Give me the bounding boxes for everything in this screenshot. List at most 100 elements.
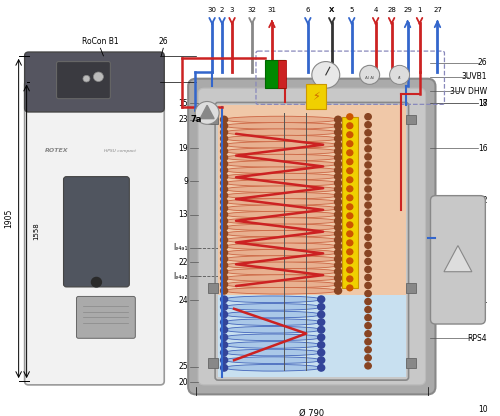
Text: 5: 5 xyxy=(350,7,354,13)
Circle shape xyxy=(220,135,228,142)
Circle shape xyxy=(220,154,228,161)
FancyBboxPatch shape xyxy=(56,62,110,99)
Ellipse shape xyxy=(224,243,338,250)
Circle shape xyxy=(365,314,372,321)
Text: 13: 13 xyxy=(178,210,188,219)
Circle shape xyxy=(334,281,342,288)
Circle shape xyxy=(365,202,372,208)
Ellipse shape xyxy=(224,148,338,155)
Circle shape xyxy=(220,364,228,371)
Circle shape xyxy=(220,287,228,294)
Circle shape xyxy=(334,135,342,142)
Circle shape xyxy=(220,281,228,288)
Circle shape xyxy=(220,311,228,318)
Text: RoCon B1: RoCon B1 xyxy=(82,37,118,46)
Text: 25: 25 xyxy=(178,362,188,371)
Bar xyxy=(208,115,218,124)
Text: 31: 31 xyxy=(268,7,276,13)
Circle shape xyxy=(334,243,342,250)
Bar xyxy=(406,115,415,124)
Circle shape xyxy=(318,342,324,348)
Ellipse shape xyxy=(224,349,321,356)
Circle shape xyxy=(318,357,324,364)
Ellipse shape xyxy=(224,342,321,348)
Text: AI AI: AI AI xyxy=(365,76,374,80)
Text: 12: 12 xyxy=(478,196,488,205)
Ellipse shape xyxy=(224,364,321,371)
Circle shape xyxy=(365,146,372,152)
Ellipse shape xyxy=(224,275,338,281)
Circle shape xyxy=(347,213,353,219)
Text: 24: 24 xyxy=(178,296,188,305)
Circle shape xyxy=(220,173,228,180)
Text: 26: 26 xyxy=(478,58,488,67)
Ellipse shape xyxy=(224,123,338,129)
Text: 6: 6 xyxy=(306,7,310,13)
Circle shape xyxy=(334,249,342,256)
Text: 1: 1 xyxy=(418,7,422,13)
Ellipse shape xyxy=(224,357,321,364)
Polygon shape xyxy=(200,105,214,119)
Circle shape xyxy=(195,102,219,124)
Bar xyxy=(208,358,218,368)
Circle shape xyxy=(94,72,104,82)
Circle shape xyxy=(334,161,342,167)
Circle shape xyxy=(334,224,342,230)
Circle shape xyxy=(365,250,372,256)
Bar xyxy=(342,117,358,288)
Text: ⚡: ⚡ xyxy=(312,92,320,102)
Text: 3UVB1: 3UVB1 xyxy=(462,72,487,81)
Ellipse shape xyxy=(224,230,338,237)
Circle shape xyxy=(347,141,353,146)
Circle shape xyxy=(365,242,372,248)
Circle shape xyxy=(365,266,372,272)
Circle shape xyxy=(334,173,342,180)
FancyBboxPatch shape xyxy=(64,177,130,287)
Circle shape xyxy=(347,168,353,173)
Circle shape xyxy=(347,276,353,282)
Circle shape xyxy=(318,364,324,371)
Circle shape xyxy=(334,148,342,155)
Text: AI: AI xyxy=(398,76,402,80)
Circle shape xyxy=(220,334,228,341)
Circle shape xyxy=(220,167,228,173)
Ellipse shape xyxy=(224,256,338,262)
Ellipse shape xyxy=(224,237,338,243)
Text: 30: 30 xyxy=(208,7,216,13)
Circle shape xyxy=(220,256,228,262)
Circle shape xyxy=(365,162,372,168)
Circle shape xyxy=(347,249,353,255)
Ellipse shape xyxy=(224,218,338,224)
Ellipse shape xyxy=(224,141,338,148)
Ellipse shape xyxy=(224,304,321,310)
Circle shape xyxy=(318,349,324,356)
Ellipse shape xyxy=(360,65,380,84)
Circle shape xyxy=(318,319,324,325)
Circle shape xyxy=(347,258,353,264)
Text: 2: 2 xyxy=(220,7,224,13)
Ellipse shape xyxy=(224,296,321,302)
Bar xyxy=(406,358,415,368)
Ellipse shape xyxy=(224,268,338,275)
Circle shape xyxy=(365,355,372,361)
Circle shape xyxy=(334,275,342,281)
Text: 1558: 1558 xyxy=(34,222,40,240)
Circle shape xyxy=(347,114,353,119)
Circle shape xyxy=(365,218,372,224)
Text: 19: 19 xyxy=(178,144,188,153)
Text: 7a: 7a xyxy=(190,115,202,124)
Text: 1905: 1905 xyxy=(4,209,13,228)
Circle shape xyxy=(220,205,228,212)
Circle shape xyxy=(334,180,342,186)
Circle shape xyxy=(318,334,324,341)
Circle shape xyxy=(92,277,102,287)
Circle shape xyxy=(318,296,324,302)
Circle shape xyxy=(220,327,228,333)
Circle shape xyxy=(365,210,372,216)
Bar xyxy=(278,59,286,88)
Ellipse shape xyxy=(224,199,338,206)
Circle shape xyxy=(347,123,353,129)
Circle shape xyxy=(220,275,228,281)
Bar xyxy=(265,59,285,88)
Circle shape xyxy=(220,224,228,230)
